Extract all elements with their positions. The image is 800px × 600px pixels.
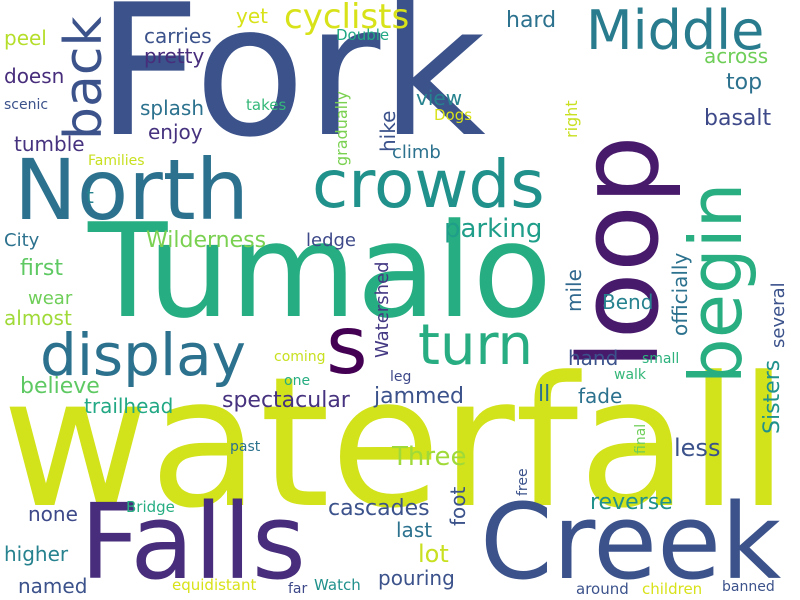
word-back: back bbox=[54, 16, 114, 140]
word-past: past bbox=[230, 439, 261, 455]
word-almost: almost bbox=[4, 306, 72, 330]
word-tumble: tumble bbox=[14, 132, 85, 156]
word-loop: loop bbox=[555, 135, 683, 370]
word-top: top bbox=[726, 70, 763, 95]
word-around: around bbox=[576, 580, 629, 598]
word-jammed: jammed bbox=[374, 384, 464, 409]
word-mile: mile bbox=[562, 269, 586, 312]
word-bridge: Bridge bbox=[126, 498, 175, 516]
word-display: display bbox=[40, 321, 246, 389]
word-one: one bbox=[284, 373, 311, 389]
word-hand: hand bbox=[568, 346, 619, 370]
word-cascades: cascades bbox=[328, 496, 430, 521]
word-walk: walk bbox=[614, 367, 647, 383]
word-gradually: gradually bbox=[332, 91, 351, 166]
word-pretty: pretty bbox=[144, 44, 205, 68]
word-wilderness: Wilderness bbox=[146, 228, 267, 253]
word-less: less bbox=[674, 434, 721, 462]
word-equidistant: equidistant bbox=[172, 576, 257, 594]
word-yet: yet bbox=[236, 4, 268, 28]
word-leg: leg bbox=[390, 369, 412, 385]
word-city: City bbox=[4, 230, 40, 251]
word-believe: believe bbox=[20, 374, 100, 399]
word-view: view bbox=[416, 86, 463, 110]
word-creek: Creek bbox=[480, 481, 782, 600]
word-basalt: basalt bbox=[704, 106, 772, 131]
word-trailhead: trailhead bbox=[84, 394, 174, 418]
word-named: named bbox=[18, 574, 88, 598]
word-reverse: reverse bbox=[590, 490, 673, 515]
word-fork: Fork bbox=[96, 0, 486, 177]
word-foot: foot bbox=[446, 486, 470, 526]
word-coming: coming bbox=[274, 349, 326, 365]
word-families: Families bbox=[88, 153, 145, 169]
word-small: small bbox=[642, 351, 680, 367]
word-splash: splash bbox=[140, 96, 205, 120]
word-higher: higher bbox=[4, 542, 69, 566]
word-bend: Bend bbox=[602, 290, 654, 314]
word-first: first bbox=[20, 256, 63, 281]
word-free: free bbox=[515, 468, 531, 496]
word-scenic: scenic bbox=[4, 97, 49, 113]
word-middle: Middle bbox=[586, 0, 765, 62]
word-final: final bbox=[633, 423, 649, 454]
word-three: Three bbox=[392, 442, 467, 472]
word-sisters: Sisters bbox=[760, 359, 785, 434]
word-wear: wear bbox=[28, 288, 73, 309]
word-children: children bbox=[642, 580, 703, 598]
word-cyclists: cyclists bbox=[284, 0, 410, 37]
word-s: s bbox=[326, 299, 368, 392]
word-last: last bbox=[396, 518, 433, 542]
word-ledge: ledge bbox=[306, 230, 357, 251]
word-tumalo: Tumalo bbox=[88, 195, 553, 347]
word-waterfall: waterfall bbox=[2, 339, 789, 548]
word-climb: climb bbox=[392, 142, 441, 163]
word-parking: parking bbox=[444, 214, 543, 244]
word-dogs: Dogs bbox=[434, 106, 473, 124]
word-peel: peel bbox=[4, 26, 47, 50]
word-across: across bbox=[704, 44, 769, 68]
word-turn: turn bbox=[418, 313, 533, 378]
word-carries: carries bbox=[144, 24, 212, 48]
word-spectacular: spectacular bbox=[222, 388, 350, 413]
word-falls: Falls bbox=[80, 481, 306, 600]
word-far: far bbox=[288, 581, 308, 597]
word-north: North bbox=[14, 141, 249, 239]
word-several: several bbox=[768, 282, 789, 348]
word-enjoy: enjoy bbox=[148, 120, 203, 144]
word-watch: Watch bbox=[314, 576, 361, 594]
word-banned: banned bbox=[722, 579, 775, 595]
word-none: none bbox=[28, 502, 78, 526]
word-t: t bbox=[86, 184, 94, 208]
word-pouring: pouring bbox=[378, 566, 455, 590]
word-right: right bbox=[562, 100, 581, 138]
word-fade: fade bbox=[578, 384, 623, 408]
word-double: Double bbox=[336, 26, 390, 44]
word-officially: officially bbox=[668, 252, 692, 336]
word-hard: hard bbox=[506, 8, 557, 33]
word-lot: lot bbox=[418, 540, 449, 568]
word-takes: takes bbox=[246, 96, 287, 114]
word-watershed: Watershed bbox=[372, 261, 393, 359]
word-ll: ll bbox=[538, 382, 551, 407]
word-crowds: crowds bbox=[312, 146, 545, 223]
word-doesn: doesn bbox=[4, 64, 65, 88]
